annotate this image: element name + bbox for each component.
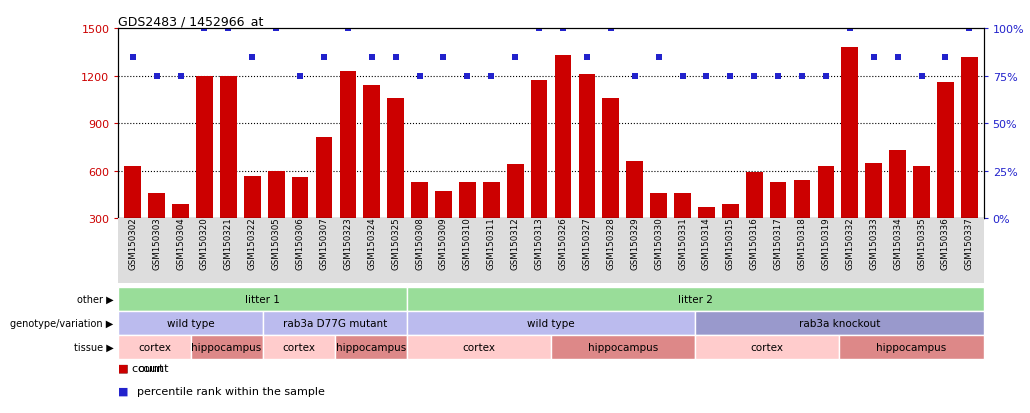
Bar [818,166,834,266]
Bar [268,171,284,266]
Text: cortex: cortex [138,342,171,352]
Text: percentile rank within the sample: percentile rank within the sample [137,386,324,396]
Text: ■: ■ [118,363,129,373]
Bar [340,71,356,266]
Bar [220,76,237,266]
Bar [889,151,906,266]
Text: hippocampus: hippocampus [588,342,658,352]
Bar [842,48,858,266]
Bar [507,165,523,266]
Bar [914,166,930,266]
Text: litter 1: litter 1 [245,294,280,304]
Bar [865,164,882,266]
Bar [579,75,595,266]
Text: rab3a knockout: rab3a knockout [798,318,881,328]
Bar [315,138,333,266]
Text: cortex: cortex [282,342,315,352]
Bar [698,208,715,266]
Bar [794,181,811,266]
Bar [722,205,739,266]
Bar [626,162,643,266]
Text: rab3a D77G mutant: rab3a D77G mutant [282,318,387,328]
Bar [746,173,762,266]
Bar [364,86,380,266]
Text: litter 2: litter 2 [678,294,713,304]
Bar [961,57,977,266]
Bar [530,81,548,266]
Text: hippocampus: hippocampus [192,342,262,352]
Text: hippocampus: hippocampus [336,342,406,352]
Bar [172,205,188,266]
Bar [387,99,404,266]
Text: hippocampus: hippocampus [877,342,947,352]
Bar [937,83,954,266]
Text: ■ count: ■ count [118,363,164,373]
Bar [411,183,427,266]
Text: tissue ▶: tissue ▶ [73,342,113,352]
Bar [291,178,308,266]
Bar [435,192,452,266]
Bar [148,194,165,266]
Bar [675,194,691,266]
Text: ■: ■ [118,386,129,396]
Bar [554,56,572,266]
Bar [483,183,500,266]
Text: GDS2483 / 1452966_at: GDS2483 / 1452966_at [118,15,264,28]
Text: genotype/variation ▶: genotype/variation ▶ [10,318,113,328]
Text: cortex: cortex [751,342,784,352]
Text: wild type: wild type [167,318,214,328]
Bar [769,183,787,266]
Text: other ▶: other ▶ [76,294,113,304]
Bar [650,194,667,266]
Bar [244,176,261,266]
Text: wild type: wild type [527,318,575,328]
Text: cortex: cortex [462,342,495,352]
Bar [196,76,213,266]
Text: count: count [137,363,169,373]
Bar [459,183,476,266]
Bar [125,166,141,266]
Bar [603,99,619,266]
